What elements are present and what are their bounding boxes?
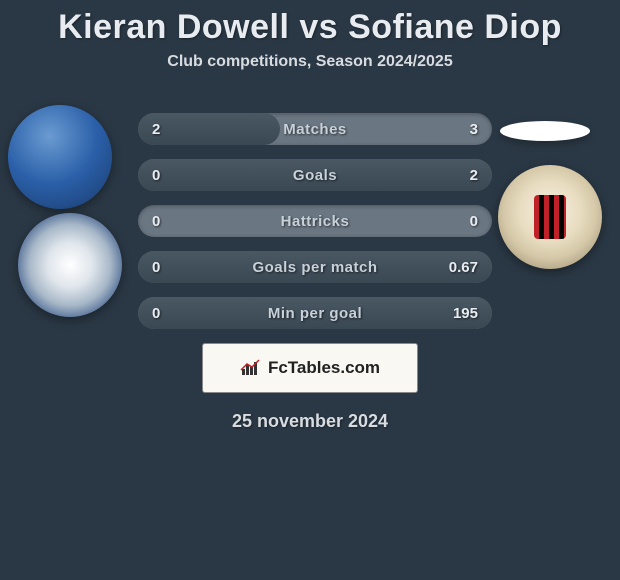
stat-right-value: 195 bbox=[453, 305, 478, 322]
club-left-badge bbox=[18, 213, 122, 317]
stat-label: Matches bbox=[138, 121, 492, 138]
stat-label: Hattricks bbox=[138, 213, 492, 230]
page-title: Kieran Dowell vs Sofiane Diop bbox=[0, 0, 620, 53]
stat-right-value: 2 bbox=[470, 167, 478, 184]
stat-right-value: 0 bbox=[470, 213, 478, 230]
stat-row: 0Goals2 bbox=[138, 159, 492, 191]
comparison-content: 2Matches30Goals20Hattricks00Goals per ma… bbox=[0, 91, 620, 331]
footer-date: 25 november 2024 bbox=[0, 411, 620, 432]
stat-label: Goals per match bbox=[138, 259, 492, 276]
stat-right-value: 3 bbox=[470, 121, 478, 138]
player-right-avatar bbox=[500, 121, 590, 141]
stat-label: Min per goal bbox=[138, 305, 492, 322]
player-left-avatar bbox=[8, 105, 112, 209]
club-right-shield bbox=[534, 195, 566, 239]
stats-container: 2Matches30Goals20Hattricks00Goals per ma… bbox=[138, 113, 492, 343]
stat-row: 0Goals per match0.67 bbox=[138, 251, 492, 283]
chart-icon bbox=[240, 359, 262, 377]
club-right-badge bbox=[498, 165, 602, 269]
footer-logo: FcTables.com bbox=[202, 343, 418, 393]
stat-right-value: 0.67 bbox=[449, 259, 478, 276]
stat-row: 0Min per goal195 bbox=[138, 297, 492, 329]
subtitle: Club competitions, Season 2024/2025 bbox=[0, 53, 620, 91]
stat-row: 2Matches3 bbox=[138, 113, 492, 145]
footer-logo-text: FcTables.com bbox=[268, 358, 380, 378]
stat-label: Goals bbox=[138, 167, 492, 184]
stat-row: 0Hattricks0 bbox=[138, 205, 492, 237]
